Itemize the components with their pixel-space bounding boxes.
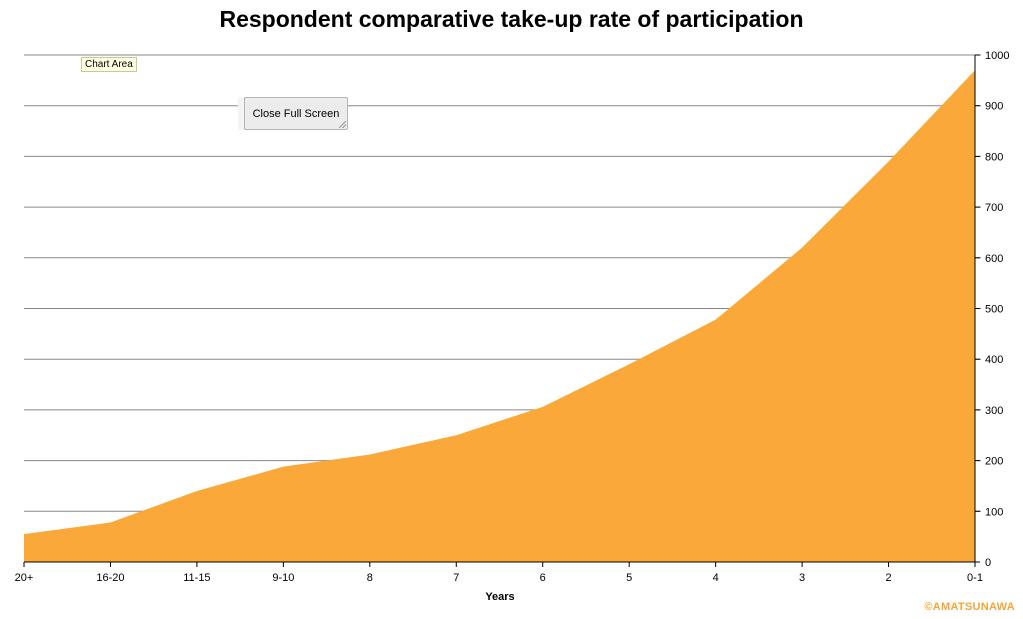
- x-tick-label-5: 5: [626, 572, 632, 584]
- y-tick-label-300: 300: [985, 405, 1003, 417]
- y-tick-label-700: 700: [985, 202, 1003, 214]
- chart-title: Respondent comparative take-up rate of p…: [219, 6, 804, 32]
- y-tick-label-400: 400: [985, 354, 1003, 366]
- y-tick-label-1000: 1000: [985, 50, 1009, 62]
- y-tick-label-800: 800: [985, 151, 1003, 163]
- y-tick-label-900: 900: [985, 101, 1003, 113]
- y-tick-label-500: 500: [985, 304, 1003, 316]
- y-tick-label-100: 100: [985, 506, 1003, 518]
- x-tick-label-4: 4: [713, 572, 719, 584]
- x-axis-title: Years: [485, 591, 514, 603]
- x-tick-label-20+: 20+: [15, 572, 34, 584]
- x-tick-label-3: 3: [799, 572, 805, 584]
- y-tick-label-600: 600: [985, 253, 1003, 265]
- close-full-screen-label: Close Full Screen: [252, 107, 340, 120]
- close-full-screen-button[interactable]: Close Full Screen: [244, 97, 348, 130]
- x-tick-label-2: 2: [885, 572, 891, 584]
- x-tick-label-6: 6: [540, 572, 546, 584]
- area-series: [23, 70, 976, 563]
- x-tick-labels: 20+ 16-20 11-15 9-10 8 7 6 5 4 3 2 0-1: [15, 572, 983, 584]
- area-fill: [24, 70, 975, 563]
- copyright-watermark: ©AMATSUNAWA: [924, 601, 1015, 613]
- x-tick-label-0-1: 0-1: [967, 572, 983, 584]
- resize-grip-icon: [339, 121, 346, 128]
- chart-area-tooltip: Chart Area: [81, 57, 137, 72]
- x-tick-label-9-10: 9-10: [272, 572, 294, 584]
- y-tick-labels: 0 100 200 300 400 500 600 700 800 900 1000: [985, 50, 1009, 569]
- x-tick-label-8: 8: [367, 572, 373, 584]
- axes: [23, 54, 980, 567]
- x-tick-label-11-15: 11-15: [183, 572, 210, 584]
- x-tick-label-16-20: 16-20: [96, 572, 124, 584]
- y-tick-label-200: 200: [985, 456, 1003, 468]
- y-tick-label-0: 0: [985, 557, 991, 569]
- x-tick-label-7: 7: [453, 572, 459, 584]
